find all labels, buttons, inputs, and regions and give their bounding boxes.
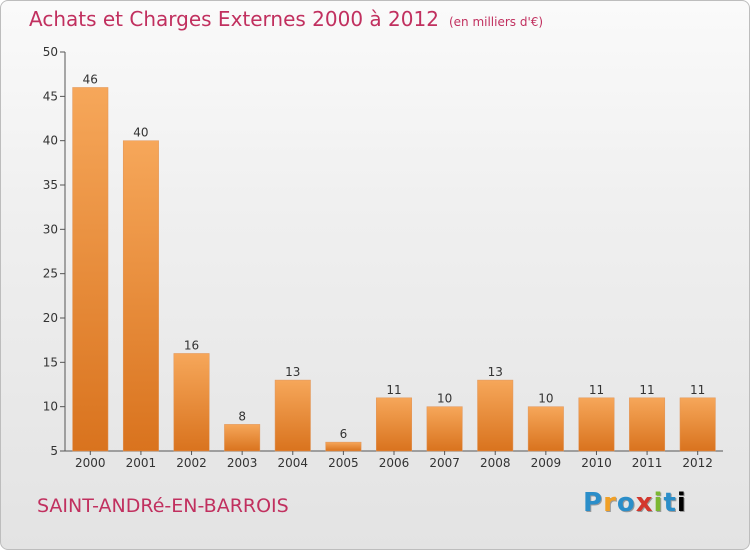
bar-value-label: 40 (133, 126, 148, 140)
x-tick-label: 2011 (632, 456, 663, 470)
bar (122, 140, 159, 452)
bar (72, 87, 109, 452)
logo-letter: i (676, 488, 687, 518)
bar-value-label: 13 (488, 365, 503, 379)
y-tick-label: 45 (43, 89, 58, 103)
bar (173, 353, 210, 452)
x-tick-label: 2006 (379, 456, 410, 470)
bar-value-label: 11 (589, 383, 604, 397)
bar (325, 441, 362, 452)
x-tick-label: 2007 (429, 456, 460, 470)
x-tick-label: 2009 (531, 456, 562, 470)
bar-value-label: 6 (340, 427, 348, 441)
x-tick-label: 2012 (682, 456, 713, 470)
bar (578, 397, 615, 452)
bar-value-label: 8 (238, 409, 246, 423)
y-tick-label: 20 (43, 311, 58, 325)
chart-subtitle: (en milliers d'€) (448, 15, 544, 29)
bar-value-label: 11 (386, 383, 401, 397)
proxiti-logo: Proxiti (583, 488, 687, 518)
bar (527, 406, 564, 452)
bar-value-label: 13 (285, 365, 300, 379)
bar (426, 406, 463, 452)
logo-letter: i (653, 488, 664, 518)
chart-title-text: Achats et Charges Externes 2000 à 2012 (29, 7, 439, 31)
y-tick-label: 15 (43, 355, 58, 369)
bar-value-label: 16 (184, 338, 199, 352)
bar (629, 397, 666, 452)
bar (224, 424, 261, 452)
bar-value-label: 11 (690, 383, 705, 397)
bar (477, 379, 514, 452)
bar (274, 379, 311, 452)
x-tick-label: 2003 (227, 456, 258, 470)
x-tick-label: 2008 (480, 456, 511, 470)
y-tick-label: 35 (43, 178, 58, 192)
bar-value-label: 10 (437, 392, 452, 406)
bar-value-label: 11 (639, 383, 654, 397)
commune-name: SAINT-ANDRé-EN-BARROIS (37, 495, 289, 517)
logo-letter: r (603, 488, 617, 518)
logo-letter: o (616, 488, 636, 518)
y-tick-label: 5 (50, 444, 58, 458)
bar (376, 397, 412, 452)
y-tick-label: 10 (43, 400, 58, 414)
y-tick-label: 30 (43, 222, 58, 236)
x-tick-label: 2004 (277, 456, 308, 470)
logo-letter: P (583, 488, 604, 518)
x-tick-label: 2001 (126, 456, 157, 470)
bar (679, 397, 716, 452)
logo-letter: x (635, 488, 654, 518)
chart-title: Achats et Charges Externes 2000 à 2012 (e… (29, 7, 543, 31)
x-tick-label: 2010 (581, 456, 612, 470)
x-tick-label: 2002 (176, 456, 207, 470)
y-tick-label: 40 (43, 134, 58, 148)
y-tick-label: 50 (43, 45, 58, 59)
bar-value-label: 10 (538, 392, 553, 406)
y-tick-label: 25 (43, 267, 58, 281)
x-tick-label: 2000 (75, 456, 106, 470)
x-tick-label: 2005 (328, 456, 359, 470)
logo-letter: t (663, 488, 677, 518)
bar-value-label: 46 (83, 72, 98, 86)
